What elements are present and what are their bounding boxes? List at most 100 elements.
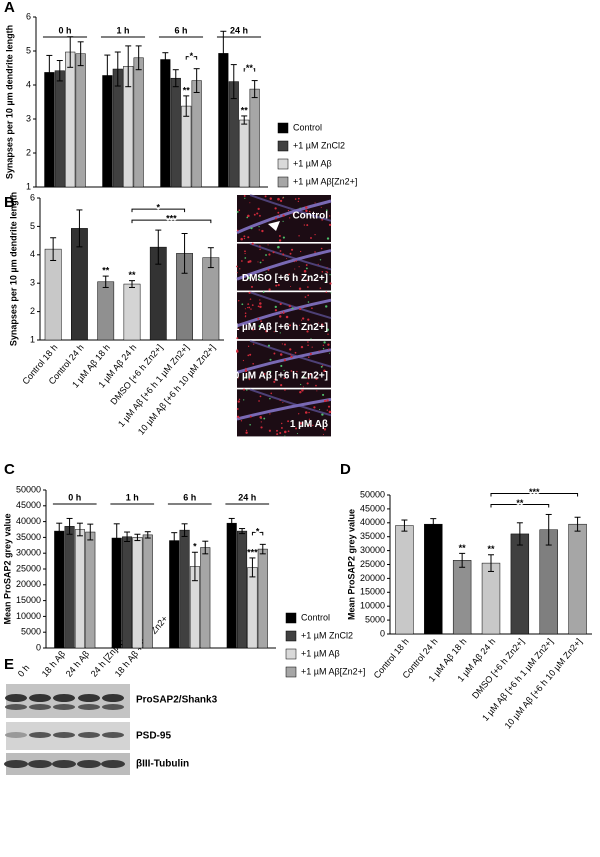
bar <box>133 57 144 188</box>
speckle <box>327 333 329 335</box>
speckle <box>258 400 260 402</box>
speckle <box>269 197 272 200</box>
speckle <box>283 430 287 434</box>
blot-band <box>52 760 76 768</box>
y-tick-label: 45000 <box>16 500 41 510</box>
panel-letter: B <box>4 194 15 211</box>
speckle <box>240 237 243 241</box>
speckle <box>299 383 302 386</box>
speckle <box>282 214 285 217</box>
bracket-label: ** <box>516 498 524 508</box>
speckle <box>323 399 327 403</box>
speckle <box>300 276 302 278</box>
speckle <box>302 375 305 379</box>
speckle <box>328 410 332 414</box>
y-tick-label: 50000 <box>16 484 41 494</box>
bracket-label: * <box>157 202 161 212</box>
speckle <box>259 302 262 305</box>
speckle <box>298 235 300 237</box>
legend-label: Control <box>293 122 322 132</box>
bar <box>54 530 65 649</box>
speckle <box>320 206 322 208</box>
speckle <box>296 370 298 373</box>
band-label: βIII-Tubulin <box>136 759 189 770</box>
speckle <box>329 273 331 276</box>
micrograph <box>237 292 331 340</box>
y-tick-label: 3 <box>30 278 35 288</box>
speckle <box>279 431 282 435</box>
speckle <box>288 273 290 276</box>
speckle <box>264 195 267 198</box>
speckle <box>238 268 241 270</box>
speckle <box>277 283 280 287</box>
legend-swatch <box>285 666 297 678</box>
speckle <box>275 217 278 220</box>
bar <box>132 537 143 649</box>
speckle <box>309 373 313 376</box>
y-tick-label: 5 <box>26 45 31 55</box>
speckle <box>329 282 332 285</box>
blot-band <box>78 694 100 702</box>
dendrite <box>236 298 332 328</box>
bar <box>226 522 237 649</box>
speckle <box>281 343 283 345</box>
lane-label: 24 h Aβ <box>64 649 91 679</box>
speckle <box>244 308 246 310</box>
bracket <box>243 68 256 72</box>
speckle <box>238 398 241 401</box>
speckle <box>260 320 262 322</box>
y-tick-label: 40000 <box>360 517 385 527</box>
speckle <box>249 202 251 204</box>
speckle <box>248 306 251 309</box>
speckle <box>282 253 285 256</box>
speckle <box>274 378 276 381</box>
speckle <box>290 248 294 251</box>
speckle <box>256 212 259 215</box>
speckle <box>267 244 269 246</box>
speckle <box>259 261 262 264</box>
speckle <box>302 386 304 388</box>
speckle <box>317 263 319 265</box>
blot-band <box>77 760 101 768</box>
y-tick-label: 6 <box>26 11 31 21</box>
y-tick-label: 5 <box>30 221 35 231</box>
legend-swatch <box>285 612 297 624</box>
speckle <box>243 388 245 391</box>
y-tick-label: 30000 <box>360 545 385 555</box>
speckle <box>245 431 248 434</box>
speckle <box>259 248 261 251</box>
speckle <box>306 224 309 227</box>
speckle <box>260 426 263 429</box>
speckle <box>252 362 255 365</box>
speckle <box>279 199 283 203</box>
speckle <box>249 415 252 418</box>
y-tick-label: 10000 <box>360 601 385 611</box>
y-axis-label: Mean ProSAP2 grey value <box>2 513 12 624</box>
micrographs: Control DMSO [+6 h Zn2+] 1 µM Aβ [+6 h Zn2… <box>228 194 332 438</box>
speckle <box>314 234 316 236</box>
bracket-label: * <box>190 51 194 61</box>
speckle <box>277 197 280 201</box>
speckle <box>274 207 277 210</box>
lane-label: 0 h <box>16 663 32 679</box>
speckle <box>319 409 321 411</box>
y-axis-label: Synapses per 10 µm dendrite length <box>8 192 18 346</box>
speckle <box>252 343 255 345</box>
speckle <box>259 305 262 309</box>
speckle <box>268 429 272 432</box>
speckle <box>247 214 250 218</box>
bar <box>44 248 62 341</box>
blot-band <box>5 704 27 710</box>
speckle <box>321 413 324 416</box>
speckle <box>257 207 260 211</box>
speckle <box>303 224 306 226</box>
micrograph-label: 10 µM Aβ [+6 h Zn2+] <box>228 370 328 381</box>
dendrite <box>249 194 332 222</box>
y-tick-label: 3 <box>26 113 31 123</box>
speckle <box>243 195 246 197</box>
speckle <box>308 423 311 426</box>
speckle <box>295 427 298 430</box>
speckle <box>251 242 254 245</box>
speckle <box>247 236 250 239</box>
